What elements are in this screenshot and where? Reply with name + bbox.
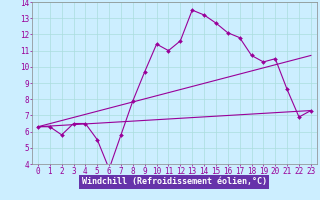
X-axis label: Windchill (Refroidissement éolien,°C): Windchill (Refroidissement éolien,°C) [82, 177, 267, 186]
